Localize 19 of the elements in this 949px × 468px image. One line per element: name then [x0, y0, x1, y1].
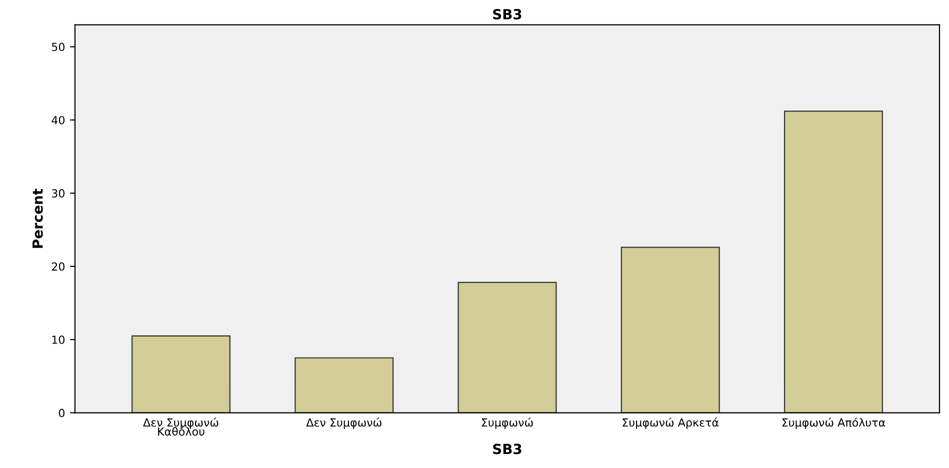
y-tick-label: 20 — [52, 262, 65, 271]
y-tick-label: 50 — [52, 42, 65, 52]
x-tick-label: Δεν Συμφωνώ Καθόλου — [143, 418, 218, 436]
x-tick-label: Συμφωνώ Αρκετά — [622, 418, 719, 429]
x-tick-label: Συμφωνώ Απόλυτα — [782, 418, 886, 429]
x-tick-label: Συμφωνώ — [482, 418, 533, 429]
x-axis-title: SB3 — [493, 444, 522, 454]
y-axis-title: Percent — [32, 188, 43, 248]
bar — [784, 110, 883, 413]
bar — [620, 246, 720, 413]
bar — [458, 282, 557, 413]
x-tick-label: Δεν Συμφωνώ — [306, 418, 382, 429]
y-tick-label: 40 — [52, 116, 65, 124]
y-tick-label: 10 — [52, 336, 65, 344]
chart-title: SB3 — [493, 8, 522, 20]
y-tick-label: 30 — [52, 189, 65, 198]
y-tick-label: 0 — [58, 408, 65, 418]
bar — [294, 357, 394, 413]
bar — [132, 335, 230, 413]
